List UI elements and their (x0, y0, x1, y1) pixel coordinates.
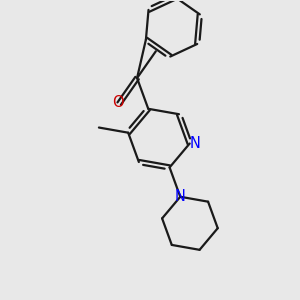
Text: N: N (190, 136, 200, 151)
Text: O: O (112, 94, 124, 110)
Text: N: N (175, 189, 186, 204)
